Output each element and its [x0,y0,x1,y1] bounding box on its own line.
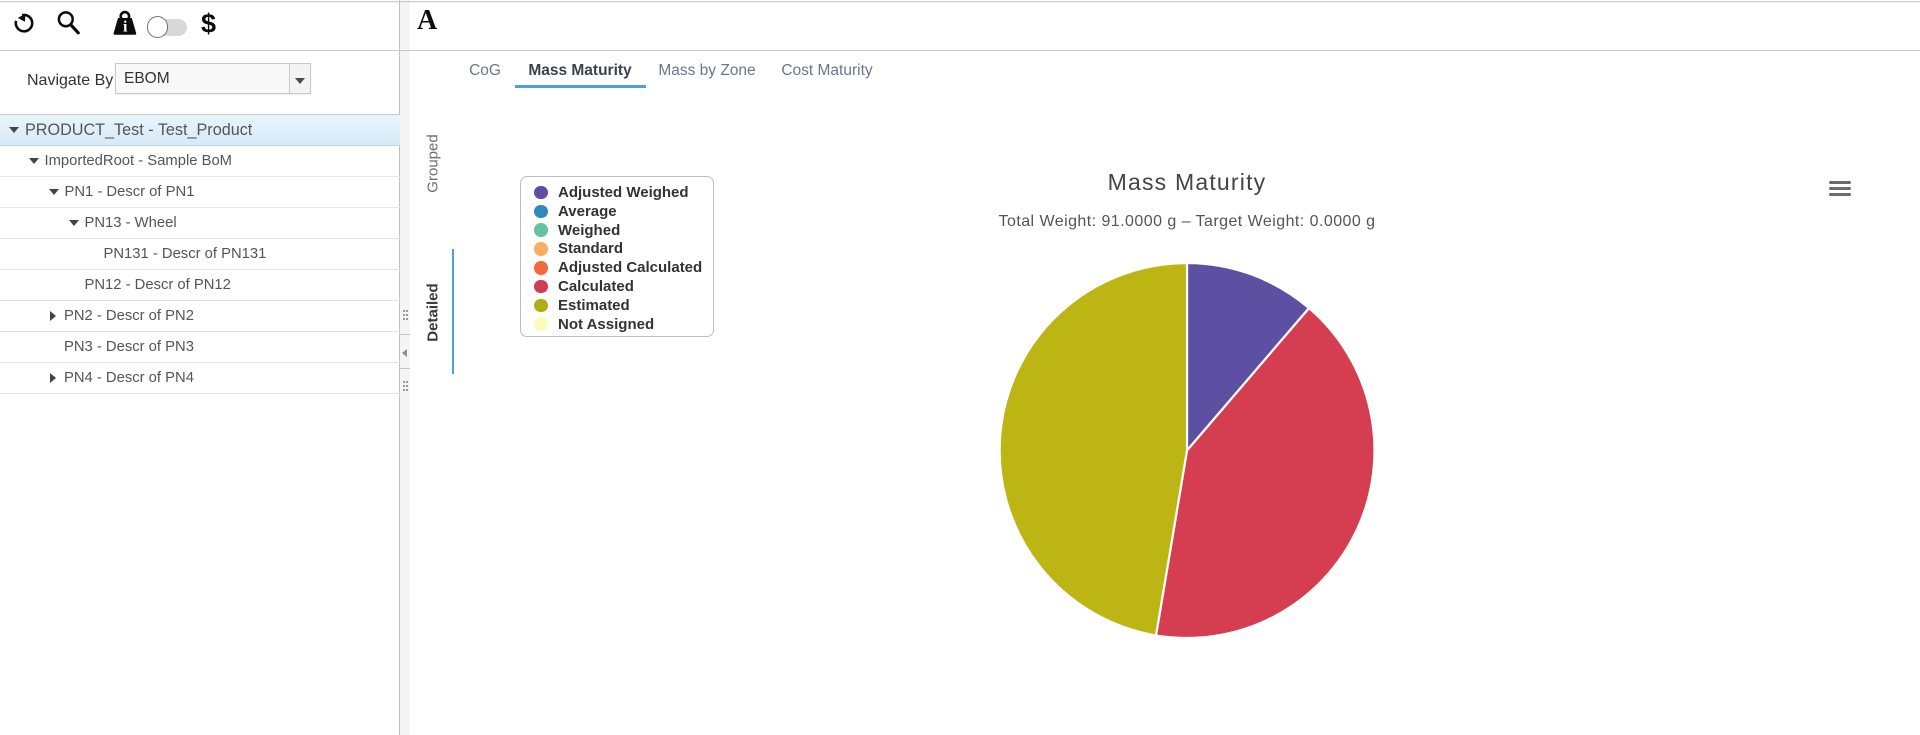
svg-text:i: i [123,19,128,36]
svg-text:$: $ [201,8,216,38]
